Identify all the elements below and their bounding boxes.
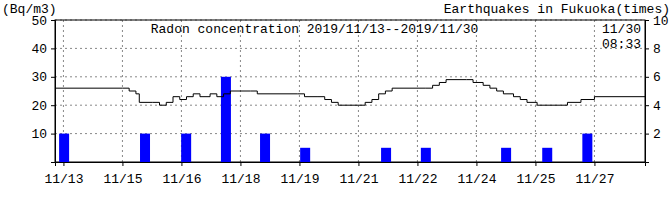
annotation: 11/30 [602, 22, 641, 37]
tick-mark [51, 134, 55, 135]
tick: 2 [645, 127, 661, 142]
tick-mark [476, 162, 477, 166]
tick-mark [240, 162, 241, 166]
line [55, 80, 645, 106]
grid-line-x [535, 20, 536, 162]
x-axis: 11/13 11/15 11/16 11/18 11/19 11/21 11/22 11/24… [44, 162, 645, 187]
bar [140, 134, 150, 162]
tick-label: 11/19 [280, 172, 319, 187]
tick-label: 40 [31, 42, 47, 57]
tick-label: 11/15 [103, 172, 142, 187]
grid-line-x [358, 20, 359, 162]
tick-mark [417, 162, 418, 166]
bar [260, 134, 270, 162]
bar [421, 148, 431, 162]
y2-axis-title: Earthquakes in Fukuoka(times) [444, 2, 670, 17]
y2-axis: 246810 [645, 14, 669, 163]
grid-line-x [122, 20, 123, 162]
bar [501, 148, 511, 162]
tick-label: 11/22 [398, 172, 437, 187]
tick: 11/21 [339, 162, 378, 187]
bar [381, 148, 391, 162]
plot: 11/13 11/15 11/16 11/18 11/19 11/21 11/22 11/24… [31, 14, 668, 188]
tick: 11/18 [221, 162, 260, 187]
tick-mark [645, 48, 649, 49]
y-axis-title: (Bq/m3) [2, 2, 57, 17]
tick-label: 30 [31, 70, 47, 85]
grid-line-x [299, 20, 300, 162]
bar [59, 134, 69, 162]
tick-mark [63, 162, 64, 166]
tick: 11/13 [44, 162, 83, 187]
bar [300, 148, 310, 162]
grid-line-y [55, 48, 645, 49]
tick-mark [594, 162, 595, 166]
axis-line [646, 21, 650, 163]
tick-mark [645, 20, 649, 21]
tick-mark [645, 105, 649, 106]
tick-mark [535, 162, 536, 166]
tick: 11/19 [280, 162, 319, 187]
tick: 10 [31, 127, 55, 142]
tick-label: 11/18 [221, 172, 260, 187]
chart: 11/13 11/15 11/16 11/18 11/19 11/21 11/22 11/24… [0, 0, 672, 200]
tick-label: 6 [653, 70, 661, 85]
tick: 11/22 [398, 162, 437, 187]
bar [221, 77, 231, 162]
tick-mark [299, 162, 300, 166]
annotation: 08:33 [602, 37, 641, 52]
tick-label: 11/25 [516, 172, 555, 187]
tick-label: 20 [31, 99, 47, 114]
plot-frame [55, 20, 645, 162]
tick-mark [51, 48, 55, 49]
tick: 11/16 [162, 162, 201, 187]
tick-mark [358, 162, 359, 166]
bar [181, 134, 191, 162]
tick-label: 10 [31, 127, 47, 142]
tick-mark [645, 77, 649, 78]
tick: 30 [31, 70, 55, 85]
tick: 4 [645, 99, 661, 114]
tick: 11/25 [516, 162, 555, 187]
grid-line-x [594, 20, 595, 162]
axis-line [56, 163, 646, 167]
tick-label: 11/27 [575, 172, 614, 187]
bar [582, 134, 592, 162]
tick: 11/24 [457, 162, 496, 187]
tick-label: 4 [653, 99, 661, 114]
tick-label: 2 [653, 127, 661, 142]
grid-line-x [476, 20, 477, 162]
y-axis: 1020304050 [31, 14, 55, 163]
tick-mark [645, 134, 649, 135]
tick-label: 8 [653, 42, 661, 57]
tick: 40 [31, 42, 55, 57]
tick-mark [181, 162, 182, 166]
grid-line-x [417, 20, 418, 162]
tick-mark [51, 20, 55, 21]
bar [542, 148, 552, 162]
grid-line-y [55, 76, 645, 77]
tick-label: 11/13 [44, 172, 83, 187]
tick-mark [51, 77, 55, 78]
tick: 6 [645, 70, 661, 85]
tick: 11/27 [575, 162, 614, 187]
marks [55, 77, 645, 162]
title: Radon concentration 2019/11/13--2019/11/… [151, 22, 479, 37]
tick-mark [51, 105, 55, 106]
grid [55, 20, 645, 162]
tick: 20 [31, 99, 55, 114]
tick-mark [122, 162, 123, 166]
tick-label: 11/21 [339, 172, 378, 187]
tick-label: 11/24 [457, 172, 496, 187]
tick-label: 11/16 [162, 172, 201, 187]
tick: 11/15 [103, 162, 142, 187]
tick: 8 [645, 42, 661, 57]
